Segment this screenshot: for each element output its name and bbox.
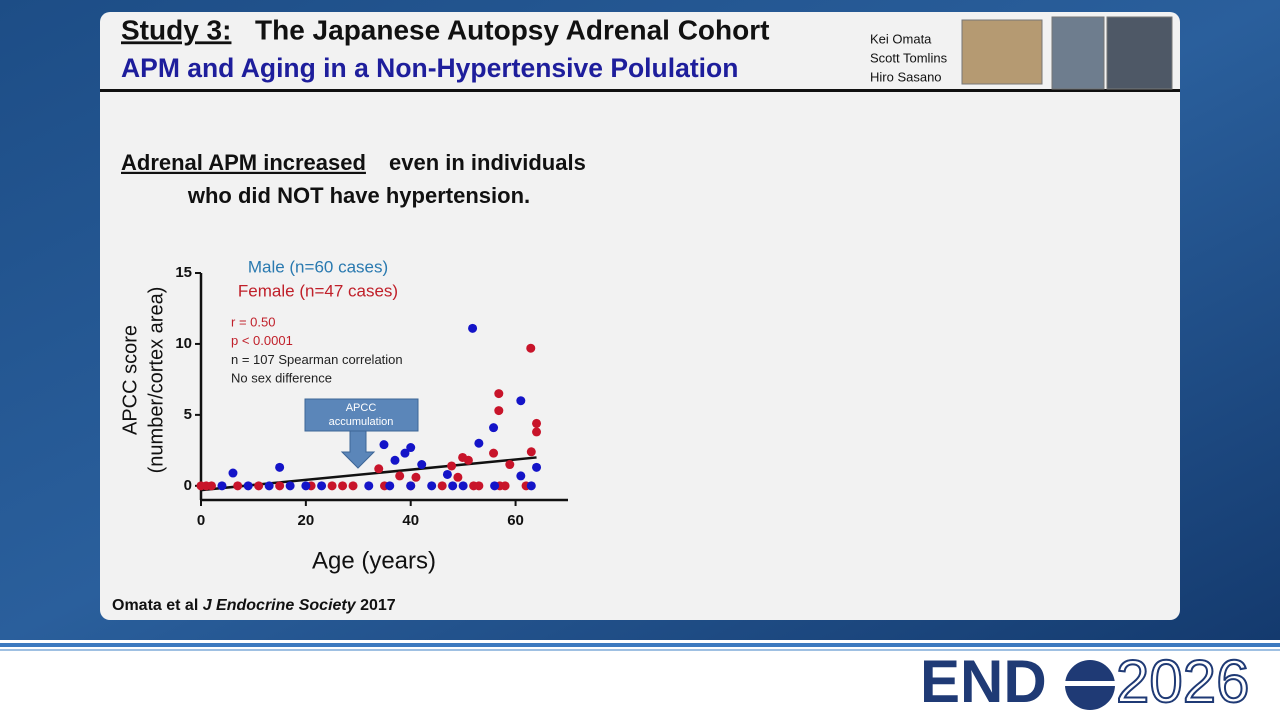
y-tick-label: 15 — [175, 264, 192, 281]
data-point — [275, 462, 285, 472]
data-point — [395, 471, 405, 481]
data-point — [285, 481, 295, 491]
data-point — [348, 481, 358, 491]
data-point — [516, 396, 526, 406]
slide-panel — [100, 12, 1180, 620]
logo-text: 2026 — [1116, 648, 1249, 715]
data-point — [379, 440, 389, 450]
author-photo — [961, 19, 1043, 85]
data-point — [411, 472, 421, 482]
x-tick-label: 20 — [298, 512, 315, 529]
x-tick-label: 40 — [402, 512, 419, 529]
author: Hiro Sasano — [870, 69, 942, 84]
callout-arrow — [340, 430, 376, 469]
author: Kei Omata — [870, 31, 932, 46]
legend-label: Female (n=47 cases) — [238, 281, 398, 300]
subtitle: APM and Aging in a Non-Hypertensive Polu… — [121, 53, 738, 83]
data-point — [532, 427, 542, 437]
citation: Omata et al J Endocrine Society 2017 — [112, 597, 396, 614]
data-point — [233, 481, 243, 491]
data-point — [427, 481, 437, 491]
legend-label: Male (n=60 cases) — [248, 257, 388, 276]
logo-globe — [1062, 681, 1118, 686]
callout-label: APCC — [346, 402, 377, 414]
x-tick-label: 60 — [507, 512, 524, 529]
data-point — [390, 455, 400, 465]
data-point — [400, 448, 410, 458]
author: Scott Tomlins — [870, 50, 948, 65]
data-point — [448, 481, 458, 491]
data-point — [327, 481, 337, 491]
annotation: n = 107 Spearman correlation — [231, 352, 403, 367]
data-point — [228, 468, 238, 478]
data-point — [447, 461, 457, 471]
annotation: r = 0.50 — [231, 314, 275, 329]
data-point — [526, 481, 536, 491]
title-prefix: Study 3: — [121, 14, 231, 45]
statement-underlined: Adrenal APM increased — [121, 150, 366, 175]
data-point — [468, 323, 478, 333]
data-point — [406, 481, 416, 491]
data-point — [264, 481, 274, 491]
callout-box — [304, 398, 419, 432]
footer-rule — [0, 643, 1280, 647]
data-point — [442, 469, 452, 479]
data-point — [364, 481, 374, 491]
data-point — [532, 462, 542, 472]
data-point — [406, 443, 416, 453]
data-point — [463, 455, 473, 465]
citation-authors: Omata et al — [112, 597, 203, 614]
data-point — [437, 481, 447, 491]
data-point — [526, 447, 536, 457]
data-point — [317, 481, 327, 491]
citation-year: 2017 — [356, 597, 396, 614]
annotation: No sex difference — [231, 371, 332, 386]
footer-rule — [0, 649, 1280, 651]
data-point — [505, 460, 515, 470]
data-point — [474, 481, 484, 491]
data-point — [489, 448, 499, 458]
title: The Japanese Autopsy Adrenal Cohort — [255, 14, 769, 45]
logo-text: END — [920, 648, 1047, 715]
statement: even in individuals — [389, 150, 586, 175]
data-point — [494, 406, 504, 416]
y-tick-label: 0 — [184, 477, 192, 494]
callout-label: accumulation — [329, 416, 394, 428]
x-axis-label: Age (years) — [312, 547, 436, 574]
title-rule — [100, 89, 1180, 92]
data-point — [489, 423, 499, 433]
x-tick-label: 0 — [197, 512, 205, 529]
data-point — [474, 438, 484, 448]
data-point — [301, 481, 311, 491]
data-point — [385, 481, 395, 491]
author-photo — [1051, 16, 1105, 90]
data-point — [243, 481, 253, 491]
data-point — [254, 481, 264, 491]
data-point — [453, 472, 463, 482]
chart: 0 5 10 15 0 20 40 60 Age (years) APCC score (numbe… — [119, 257, 568, 574]
data-point — [516, 471, 526, 481]
data-point — [338, 481, 348, 491]
data-point — [206, 481, 216, 491]
data-point — [417, 460, 427, 470]
data-point — [458, 481, 468, 491]
annotation: p < 0.0001 — [231, 333, 293, 348]
data-point — [490, 481, 500, 491]
data-point — [526, 343, 536, 353]
statement: who did NOT have hypertension. — [187, 183, 530, 208]
y-tick-label: 5 — [184, 406, 192, 423]
y-axis-label: (number/cortex area) — [145, 287, 167, 474]
data-point — [275, 481, 285, 491]
data-point — [500, 481, 510, 491]
y-axis-label: APCC score — [119, 325, 141, 435]
author-photo — [1106, 16, 1173, 90]
citation-journal: J Endocrine Society — [203, 597, 357, 614]
data-point — [494, 389, 504, 399]
data-point — [217, 481, 227, 491]
y-tick-label: 10 — [175, 335, 192, 352]
data-point — [374, 464, 384, 474]
data-point — [532, 418, 542, 428]
